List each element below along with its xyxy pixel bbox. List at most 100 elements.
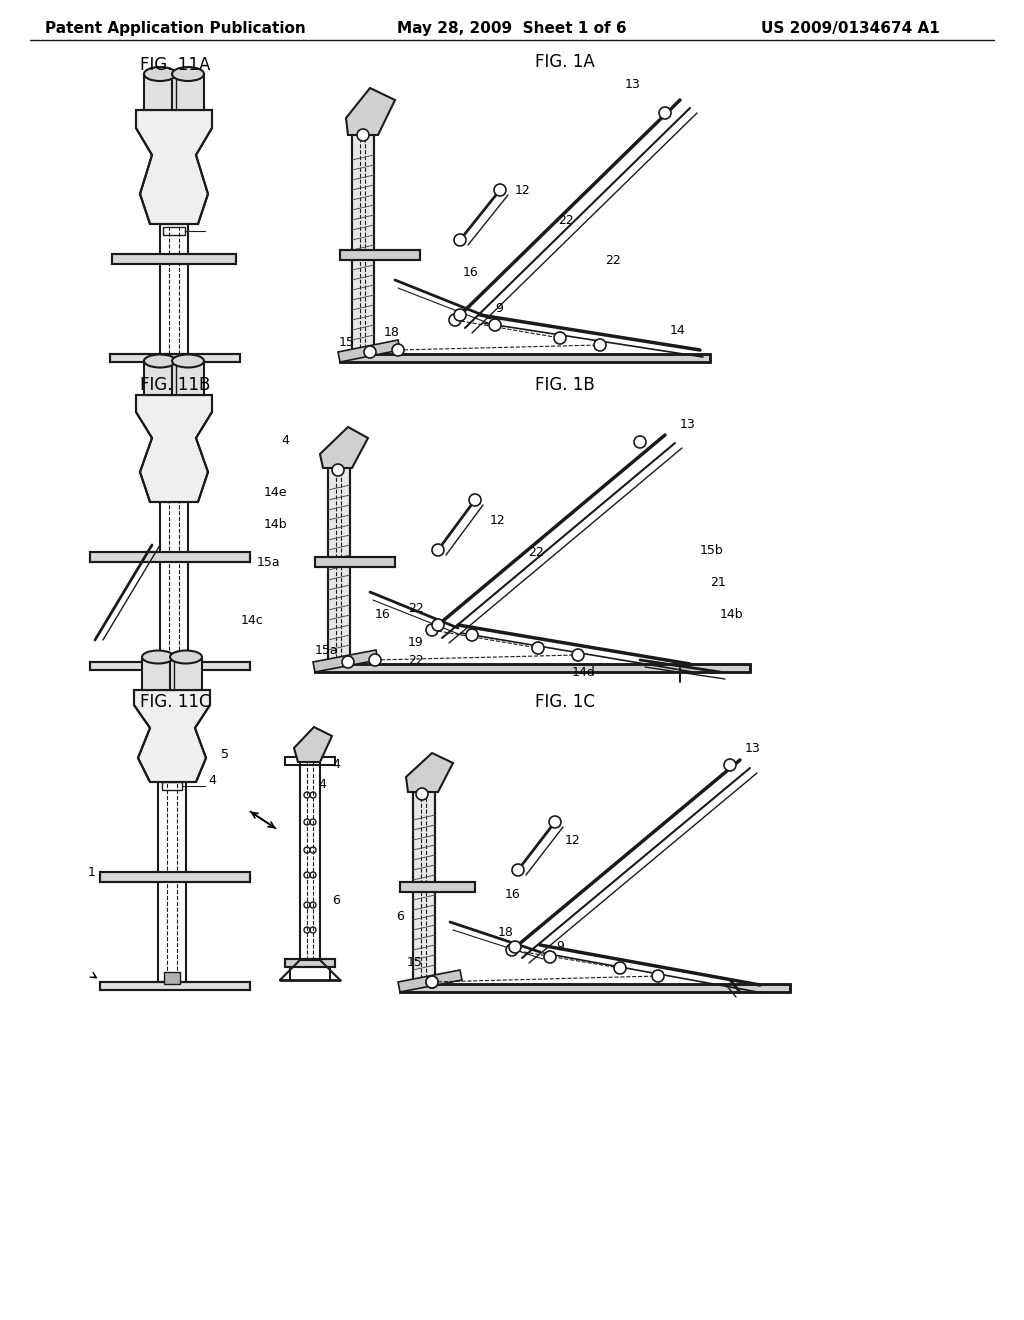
Text: 9: 9 xyxy=(556,940,564,953)
Bar xyxy=(300,760,319,960)
Circle shape xyxy=(549,816,561,828)
Text: 14d: 14d xyxy=(572,665,596,678)
Circle shape xyxy=(392,345,404,356)
Circle shape xyxy=(652,970,664,982)
Text: 16: 16 xyxy=(463,265,479,279)
Circle shape xyxy=(634,436,646,447)
Bar xyxy=(90,663,250,671)
Text: 22: 22 xyxy=(605,253,621,267)
Bar xyxy=(110,354,240,362)
Bar xyxy=(160,502,188,663)
Circle shape xyxy=(332,465,344,477)
Text: 4: 4 xyxy=(281,433,289,446)
Text: 15a: 15a xyxy=(314,644,338,656)
Circle shape xyxy=(426,624,438,636)
Circle shape xyxy=(369,653,381,667)
Polygon shape xyxy=(319,426,368,469)
Text: 15b: 15b xyxy=(700,544,724,557)
Text: FIG. 1B: FIG. 1B xyxy=(536,376,595,393)
Circle shape xyxy=(724,759,736,771)
Text: 14b: 14b xyxy=(720,609,743,622)
Ellipse shape xyxy=(144,355,176,367)
Polygon shape xyxy=(134,690,210,781)
Bar xyxy=(172,360,204,395)
Circle shape xyxy=(489,319,501,331)
Text: 12: 12 xyxy=(515,183,530,197)
Bar xyxy=(285,960,335,968)
Text: 14: 14 xyxy=(670,323,686,337)
Text: 16: 16 xyxy=(375,607,391,620)
Circle shape xyxy=(494,183,506,195)
Bar xyxy=(100,873,250,882)
Circle shape xyxy=(512,865,524,876)
Text: 22: 22 xyxy=(528,545,544,558)
Circle shape xyxy=(659,107,671,119)
Circle shape xyxy=(594,339,606,351)
Text: 6: 6 xyxy=(332,894,340,907)
Polygon shape xyxy=(346,88,395,135)
Text: 13: 13 xyxy=(680,418,695,432)
Bar xyxy=(340,354,710,362)
Circle shape xyxy=(426,975,438,987)
Circle shape xyxy=(432,619,444,631)
Circle shape xyxy=(432,544,444,556)
Text: 4: 4 xyxy=(208,774,216,787)
Circle shape xyxy=(532,642,544,653)
Circle shape xyxy=(416,788,428,800)
Circle shape xyxy=(449,314,461,326)
Text: FIG. 11B: FIG. 11B xyxy=(140,376,210,393)
Bar xyxy=(172,74,204,110)
Bar xyxy=(144,74,176,110)
Bar xyxy=(164,972,180,983)
Bar xyxy=(400,983,790,993)
Text: 13: 13 xyxy=(745,742,761,755)
Bar xyxy=(315,664,750,672)
Bar xyxy=(285,756,335,766)
Bar xyxy=(315,664,750,672)
Circle shape xyxy=(364,346,376,358)
Circle shape xyxy=(454,234,466,246)
Bar xyxy=(340,249,420,260)
Bar xyxy=(112,253,236,264)
Bar xyxy=(100,982,250,990)
Text: FIG. 1A: FIG. 1A xyxy=(536,53,595,71)
Text: Patent Application Publication: Patent Application Publication xyxy=(45,21,305,36)
Text: 14b: 14b xyxy=(263,519,287,532)
Bar xyxy=(90,663,250,671)
Bar xyxy=(328,465,350,664)
Circle shape xyxy=(506,944,518,956)
Bar xyxy=(163,227,185,235)
Bar xyxy=(162,781,182,789)
Text: 22: 22 xyxy=(558,214,573,227)
Text: 9: 9 xyxy=(495,301,503,314)
Text: May 28, 2009  Sheet 1 of 6: May 28, 2009 Sheet 1 of 6 xyxy=(397,21,627,36)
Circle shape xyxy=(572,649,584,661)
Circle shape xyxy=(614,962,626,974)
Ellipse shape xyxy=(144,67,176,81)
Bar xyxy=(100,982,250,990)
Text: 15: 15 xyxy=(408,956,423,969)
Text: US 2009/0134674 A1: US 2009/0134674 A1 xyxy=(761,21,939,36)
Polygon shape xyxy=(294,727,332,762)
Text: 14c: 14c xyxy=(241,614,263,627)
Circle shape xyxy=(554,333,566,345)
Text: 18: 18 xyxy=(498,925,514,939)
Polygon shape xyxy=(136,110,212,224)
Bar xyxy=(90,552,250,562)
Text: 19: 19 xyxy=(408,635,424,648)
Text: FIG. 11A: FIG. 11A xyxy=(140,55,210,74)
Polygon shape xyxy=(338,341,400,362)
Bar xyxy=(328,465,350,664)
Text: 22: 22 xyxy=(408,653,424,667)
Text: 6: 6 xyxy=(396,909,404,923)
Bar xyxy=(110,354,240,362)
Polygon shape xyxy=(313,649,378,672)
Text: 21: 21 xyxy=(710,576,726,589)
Text: 18: 18 xyxy=(384,326,400,338)
Bar xyxy=(315,557,395,568)
Circle shape xyxy=(342,656,354,668)
Circle shape xyxy=(454,309,466,321)
Bar xyxy=(315,557,395,568)
Text: 15: 15 xyxy=(339,335,355,348)
Polygon shape xyxy=(406,752,453,792)
